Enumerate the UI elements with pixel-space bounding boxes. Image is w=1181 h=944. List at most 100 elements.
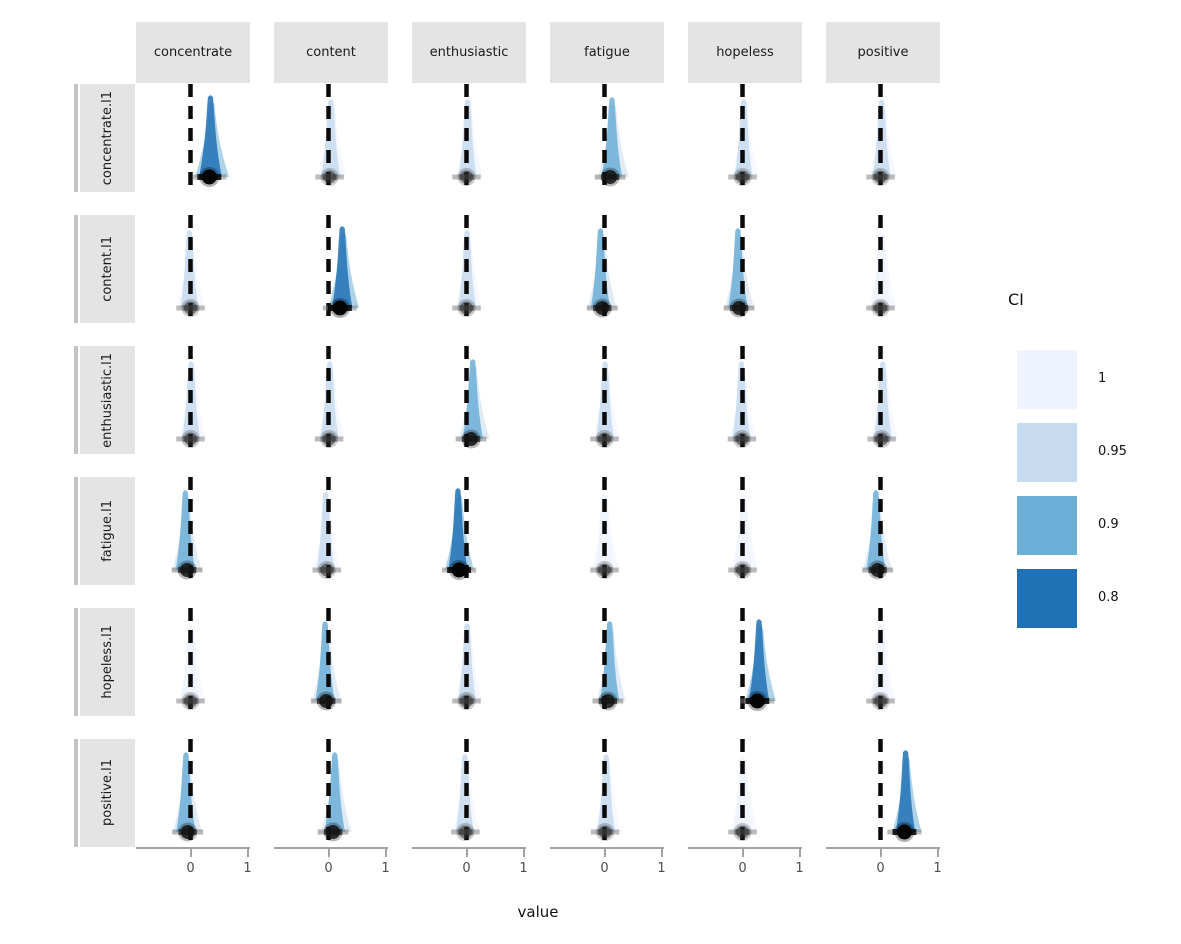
facet-row-strip-accent <box>74 477 78 585</box>
x-axis-tick-label: 0 <box>876 861 885 876</box>
point-estimate-dot <box>184 432 197 446</box>
panel-cell <box>866 84 897 192</box>
panel-cell <box>740 608 776 716</box>
x-axis-tick <box>741 849 744 857</box>
density-slab <box>448 488 468 570</box>
point-estimate-dot <box>735 432 749 446</box>
x-axis-tick-label: 0 <box>462 861 471 876</box>
point-estimate-dot <box>464 432 479 446</box>
facet-row-strip: concentrate.l1 <box>80 84 135 192</box>
facet-column-strip: content <box>274 22 388 83</box>
x-axis-tick <box>384 849 387 857</box>
x-axis-tick-label: 1 <box>657 861 666 876</box>
panel-cell <box>862 477 894 585</box>
facet-row-label: concentrate.l1 <box>100 90 115 186</box>
facet-column-strip: positive <box>826 22 940 83</box>
panel-cell <box>728 739 758 847</box>
panel-cell <box>594 84 629 192</box>
facet-row-label: content.l1 <box>100 236 115 302</box>
facet-row-strip: hopeless.l1 <box>80 608 135 716</box>
panel-cell <box>172 739 204 847</box>
facet-column-label: positive <box>857 45 909 60</box>
point-estimate-dot <box>458 825 472 839</box>
panel-cell <box>592 608 626 716</box>
panel-cell <box>176 346 207 454</box>
facet-row-strip: fatigue.l1 <box>80 477 135 585</box>
density-slab <box>321 99 341 177</box>
panel-cell <box>176 215 205 323</box>
x-axis-tick-label: 1 <box>381 861 390 876</box>
panel-cell <box>310 608 342 716</box>
facet-row-label: hopeless.l1 <box>100 625 115 699</box>
panel-cell <box>590 739 622 847</box>
point-estimate-dot <box>319 694 334 708</box>
panel-cell <box>723 215 755 323</box>
facet-column-label: fatigue <box>584 45 630 60</box>
panel-cell <box>188 84 230 192</box>
x-axis-tick-label: 1 <box>243 861 252 876</box>
panel-cell <box>452 215 483 323</box>
panel-cell <box>866 215 897 323</box>
x-axis-tick <box>660 849 663 857</box>
point-estimate-dot <box>451 562 467 578</box>
point-estimate-dot <box>460 170 473 184</box>
facet-row-strip-accent <box>74 346 78 454</box>
x-axis-tick-label: 1 <box>795 861 804 876</box>
point-estimate-dot <box>598 563 611 577</box>
legend: CI 1 0.95 0.9 0.8 <box>1000 282 1181 652</box>
x-axis-tick-label: 0 <box>600 861 609 876</box>
point-estimate-dot <box>598 432 611 446</box>
x-axis-tick <box>522 849 525 857</box>
point-estimate-dot <box>870 563 885 577</box>
facet-row-strip-accent <box>74 84 78 192</box>
legend-swatch <box>1017 569 1077 628</box>
point-estimate-dot <box>874 301 887 315</box>
x-axis-tick <box>189 849 192 857</box>
x-axis-tick <box>936 849 939 857</box>
point-estimate-dot <box>184 694 197 708</box>
point-estimate-dot <box>322 432 336 446</box>
point-estimate-dot <box>460 694 473 708</box>
facet-column-strip: fatigue <box>550 22 664 83</box>
point-estimate-dot <box>598 825 612 839</box>
x-axis-tick <box>246 849 249 857</box>
legend-label: 1 <box>1098 371 1107 386</box>
x-axis-tick <box>327 849 330 857</box>
point-estimate-dot <box>874 694 887 708</box>
point-estimate-dot <box>320 563 334 577</box>
x-axis-tick <box>798 849 801 857</box>
panel-cell <box>867 346 898 454</box>
facet-column-strip: concentrate <box>136 22 250 83</box>
x-axis-line <box>688 847 802 849</box>
density-slab <box>199 95 222 177</box>
facet-row-strip-accent <box>74 608 78 716</box>
panel-cell <box>322 215 360 323</box>
panel-cell <box>728 84 759 192</box>
density-slab <box>601 97 623 177</box>
x-axis-line <box>826 847 940 849</box>
facet-row-strip: positive.l1 <box>80 739 135 847</box>
density-slab <box>748 619 770 701</box>
legend-label: 0.9 <box>1098 517 1119 532</box>
x-axis-tick-label: 0 <box>186 861 195 876</box>
panel-cell <box>590 346 621 454</box>
panel-cell <box>171 477 203 585</box>
point-estimate-dot <box>736 563 749 577</box>
point-estimate-dot <box>874 170 887 184</box>
legend-title: CI <box>1008 290 1024 309</box>
point-estimate-dot <box>600 694 615 708</box>
point-estimate-dot <box>460 301 473 315</box>
panel-cell <box>455 346 490 454</box>
panel-cell <box>315 84 347 192</box>
x-axis-title: value <box>517 903 559 921</box>
facet-column-strip: hopeless <box>688 22 802 83</box>
facet-row-label: positive.l1 <box>100 759 115 827</box>
point-estimate-dot <box>332 300 348 316</box>
facet-column-label: enthusiastic <box>429 45 509 60</box>
panel-cell <box>176 608 206 716</box>
panel-cell <box>452 84 483 192</box>
point-estimate-dot <box>732 301 747 315</box>
point-estimate-dot <box>896 824 912 840</box>
facet-column-label: hopeless <box>716 45 774 60</box>
